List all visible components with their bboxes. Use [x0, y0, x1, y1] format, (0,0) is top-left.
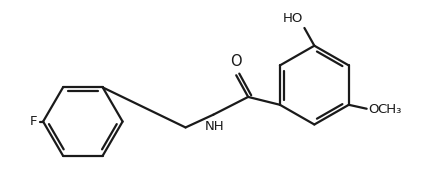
Text: O: O: [230, 54, 242, 69]
Text: CH₃: CH₃: [378, 103, 402, 116]
Text: HO: HO: [283, 12, 304, 25]
Text: NH: NH: [205, 120, 224, 133]
Text: F: F: [30, 115, 37, 128]
Text: O: O: [369, 103, 379, 116]
